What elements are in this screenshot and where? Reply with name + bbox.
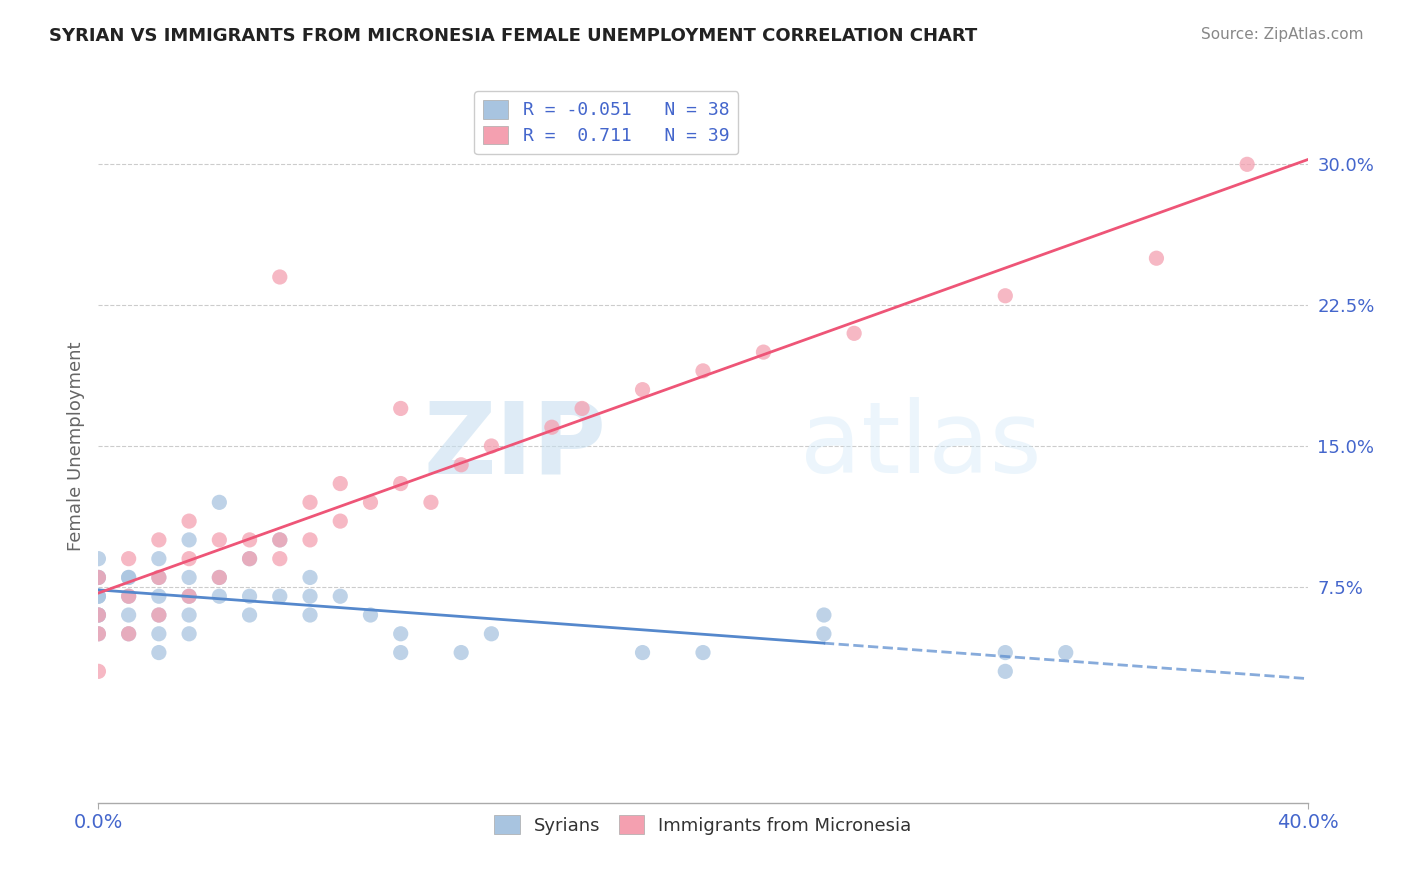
Point bbox=[450, 458, 472, 472]
Point bbox=[329, 589, 352, 603]
Point bbox=[148, 570, 170, 584]
Point bbox=[420, 495, 443, 509]
Point bbox=[631, 646, 654, 660]
Point bbox=[571, 401, 593, 416]
Legend: Syrians, Immigrants from Micronesia: Syrians, Immigrants from Micronesia bbox=[485, 806, 921, 844]
Point bbox=[360, 607, 382, 622]
Point bbox=[389, 646, 412, 660]
Point bbox=[813, 607, 835, 622]
Point bbox=[481, 439, 503, 453]
Point bbox=[87, 570, 110, 584]
Point bbox=[329, 514, 352, 528]
Text: SYRIAN VS IMMIGRANTS FROM MICRONESIA FEMALE UNEMPLOYMENT CORRELATION CHART: SYRIAN VS IMMIGRANTS FROM MICRONESIA FEM… bbox=[49, 27, 977, 45]
Point bbox=[87, 570, 110, 584]
Point bbox=[269, 589, 291, 603]
Point bbox=[118, 570, 141, 584]
Point bbox=[994, 646, 1017, 660]
Text: Source: ZipAtlas.com: Source: ZipAtlas.com bbox=[1201, 27, 1364, 42]
Point bbox=[87, 665, 110, 679]
Point bbox=[179, 514, 201, 528]
Point bbox=[389, 476, 412, 491]
Point bbox=[360, 495, 382, 509]
Point bbox=[239, 533, 262, 547]
Point bbox=[148, 607, 170, 622]
Point bbox=[299, 570, 322, 584]
Point bbox=[692, 364, 714, 378]
Point bbox=[631, 383, 654, 397]
Point bbox=[813, 627, 835, 641]
Y-axis label: Female Unemployment: Female Unemployment bbox=[66, 342, 84, 550]
Text: ZIP: ZIP bbox=[423, 398, 606, 494]
Point bbox=[239, 589, 262, 603]
Point bbox=[118, 607, 141, 622]
Point bbox=[239, 551, 262, 566]
Point bbox=[752, 345, 775, 359]
Point bbox=[118, 589, 141, 603]
Point bbox=[87, 627, 110, 641]
Point bbox=[299, 607, 322, 622]
Point bbox=[148, 646, 170, 660]
Point bbox=[692, 646, 714, 660]
Point bbox=[1054, 646, 1077, 660]
Point bbox=[179, 589, 201, 603]
Point bbox=[87, 589, 110, 603]
Point bbox=[148, 570, 170, 584]
Point bbox=[87, 570, 110, 584]
Point bbox=[299, 533, 322, 547]
Point bbox=[87, 607, 110, 622]
Point bbox=[148, 627, 170, 641]
Point bbox=[389, 627, 412, 641]
Point bbox=[148, 607, 170, 622]
Point bbox=[389, 401, 412, 416]
Point bbox=[87, 551, 110, 566]
Point bbox=[450, 646, 472, 660]
Point bbox=[148, 551, 170, 566]
Point bbox=[329, 476, 352, 491]
Point bbox=[87, 607, 110, 622]
Point bbox=[87, 627, 110, 641]
Point bbox=[208, 570, 231, 584]
Point bbox=[179, 551, 201, 566]
Point bbox=[540, 420, 562, 434]
Point bbox=[299, 589, 322, 603]
Point bbox=[118, 627, 141, 641]
Point bbox=[239, 551, 262, 566]
Point bbox=[1236, 157, 1258, 171]
Point bbox=[118, 627, 141, 641]
Point bbox=[994, 289, 1017, 303]
Point bbox=[179, 570, 201, 584]
Point bbox=[481, 627, 503, 641]
Point bbox=[179, 607, 201, 622]
Point bbox=[1144, 251, 1167, 265]
Point bbox=[148, 533, 170, 547]
Point bbox=[179, 533, 201, 547]
Point bbox=[239, 607, 262, 622]
Point bbox=[87, 589, 110, 603]
Point bbox=[299, 495, 322, 509]
Point bbox=[269, 533, 291, 547]
Point bbox=[118, 589, 141, 603]
Point bbox=[87, 607, 110, 622]
Point bbox=[179, 627, 201, 641]
Point bbox=[179, 589, 201, 603]
Point bbox=[208, 495, 231, 509]
Point bbox=[118, 570, 141, 584]
Point bbox=[269, 551, 291, 566]
Point bbox=[269, 270, 291, 285]
Point bbox=[994, 665, 1017, 679]
Point bbox=[208, 533, 231, 547]
Point bbox=[844, 326, 866, 341]
Point bbox=[208, 589, 231, 603]
Text: atlas: atlas bbox=[800, 398, 1042, 494]
Point bbox=[148, 589, 170, 603]
Point bbox=[208, 570, 231, 584]
Point bbox=[269, 533, 291, 547]
Point bbox=[118, 551, 141, 566]
